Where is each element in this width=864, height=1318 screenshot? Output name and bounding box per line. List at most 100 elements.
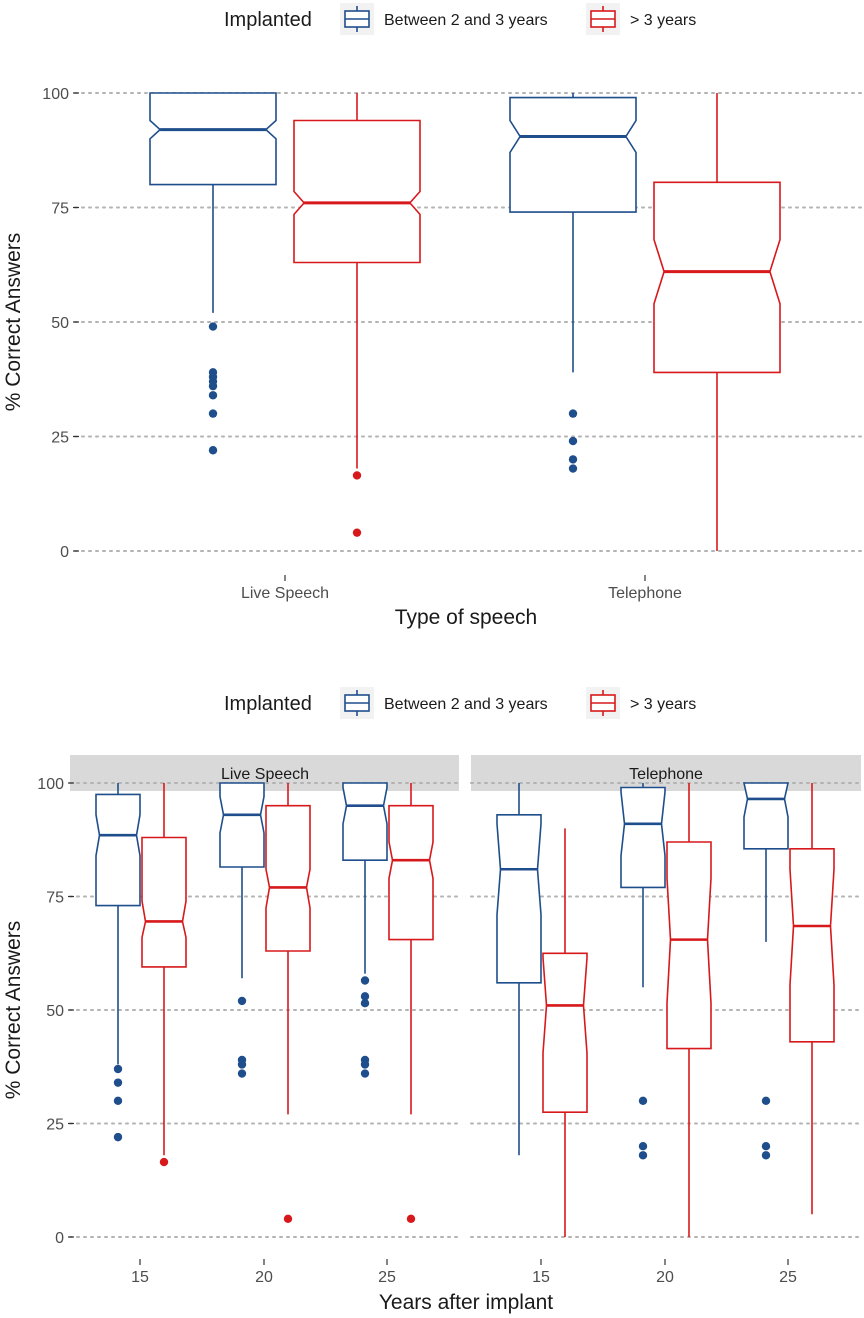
outlier-point: [237, 1069, 247, 1078]
notched-box: [620, 786, 666, 889]
group-15: [95, 783, 187, 1167]
y-tick-label: 75: [46, 890, 64, 907]
outlier-point: [761, 1142, 771, 1151]
legend-key-0: [340, 3, 374, 35]
notched-box: [789, 847, 835, 1043]
facet-panel-live-speech: Live Speech 15 20 25: [69, 755, 460, 1286]
outlier-point: [360, 998, 370, 1008]
notched-box: [496, 813, 542, 984]
notched-box: [666, 841, 712, 1050]
facet-strip: [471, 755, 861, 791]
facet-strip-label: Telephone: [629, 766, 703, 783]
outlier-point: [638, 1142, 648, 1151]
y-axis-title: % Correct Answers: [2, 233, 25, 412]
x-tick-label: 20: [255, 1269, 273, 1286]
notched-box: [293, 119, 421, 264]
y-tick-label: 25: [46, 1117, 64, 1134]
outlier-point: [568, 409, 578, 418]
legend-key-1: [586, 3, 620, 35]
outlier-point: [360, 1060, 370, 1069]
legend-label: Between 2 and 3 years: [384, 12, 548, 29]
legend-title: Implanted: [224, 693, 312, 715]
x-tick-label: 15: [131, 1269, 149, 1286]
notched-box: [95, 793, 141, 907]
legend-key-1: [586, 687, 620, 719]
x-axis-title: Type of speech: [395, 606, 537, 629]
group-20: [219, 782, 311, 1224]
x-tick-label: Telephone: [608, 585, 682, 602]
legend: Implanted Between 2 and 3 years > 3 years: [224, 3, 696, 35]
box: [789, 783, 835, 1215]
outlier-point: [360, 992, 370, 1001]
box: [293, 93, 421, 537]
y-tick-label: 50: [46, 1003, 64, 1020]
notched-box: [653, 181, 781, 374]
group-25: [743, 782, 835, 1215]
box: [620, 783, 666, 1160]
box: [542, 828, 588, 1237]
group-live-speech: [149, 92, 421, 537]
box: [95, 783, 141, 1142]
y-tick-label: 100: [37, 776, 64, 793]
outlier-point: [113, 1132, 123, 1142]
outlier-point: [237, 996, 247, 1006]
group-20: [620, 783, 712, 1237]
y-tick-label: 0: [60, 544, 69, 561]
box: [509, 93, 637, 473]
outlier-point: [208, 409, 218, 418]
x-tick-label: 20: [656, 1269, 674, 1286]
outlier-point: [113, 1064, 123, 1074]
outlier-point: [113, 1078, 123, 1087]
group-15: [496, 783, 588, 1237]
box: [265, 783, 311, 1224]
group-telephone: [509, 93, 781, 551]
legend-label: Between 2 and 3 years: [384, 696, 548, 713]
outlier-point: [208, 446, 218, 455]
x-tick-label: Live Speech: [241, 585, 329, 602]
outlier-point: [113, 1096, 123, 1106]
box: [666, 783, 712, 1237]
facet-panel-telephone: Telephone 15 20 25: [470, 755, 862, 1286]
box: [388, 783, 434, 1224]
y-tick-label: 50: [51, 315, 69, 332]
legend-label: > 3 years: [630, 12, 696, 29]
outlier-point: [761, 1151, 771, 1160]
outlier-point: [568, 464, 578, 473]
x-tick-label: 25: [779, 1269, 797, 1286]
outlier-point: [568, 455, 578, 464]
outlier-point: [568, 436, 578, 446]
facet-strip-label: Live Speech: [221, 766, 309, 783]
outlier-point: [360, 976, 370, 985]
notched-box: [388, 804, 434, 941]
outlier-point: [208, 322, 218, 331]
group-25: [342, 782, 434, 1224]
outlier-point: [360, 1069, 370, 1078]
outlier-point: [159, 1157, 169, 1167]
box: [342, 782, 388, 1078]
notched-box: [219, 782, 265, 868]
outlier-point: [638, 1096, 648, 1106]
x-tick-label: 25: [378, 1269, 396, 1286]
box: [653, 93, 781, 551]
notched-box: [141, 836, 187, 968]
y-tick-label: 0: [55, 1230, 64, 1247]
y-tick-label: 75: [51, 201, 69, 218]
box: [743, 782, 789, 1160]
legend-label: > 3 years: [630, 696, 696, 713]
notched-box: [542, 952, 588, 1113]
notched-box: [149, 92, 277, 186]
outlier-point: [352, 471, 362, 480]
outlier-point: [208, 391, 218, 400]
x-tick-label: 15: [532, 1269, 550, 1286]
outlier-point: [761, 1096, 771, 1106]
outlier-point: [406, 1214, 416, 1224]
legend-title: Implanted: [224, 9, 312, 31]
y-axis-title: % Correct Answers: [2, 921, 25, 1100]
legend-key-0: [340, 687, 374, 719]
x-axis-title: Years after implant: [379, 1291, 553, 1314]
box: [219, 782, 265, 1078]
outlier-point: [352, 528, 362, 537]
y-tick-label: 25: [51, 430, 69, 447]
notched-box: [342, 782, 388, 862]
